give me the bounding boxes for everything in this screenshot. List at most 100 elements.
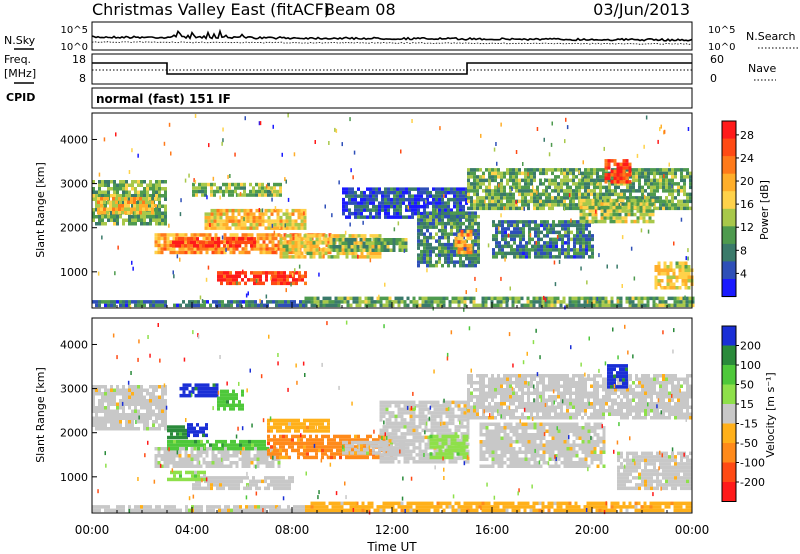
heatmap-cell (630, 219, 634, 224)
heatmap-cell (130, 211, 133, 215)
heatmap-cell (644, 171, 647, 176)
heatmap-cell (465, 218, 468, 222)
heatmap-cell (199, 430, 202, 434)
velocity-heatmap (92, 320, 692, 515)
heatmap-cell (585, 216, 589, 220)
heatmap-cell (683, 185, 686, 190)
heatmap-cell (596, 168, 599, 172)
cpid-label: CPID (6, 91, 35, 104)
heatmap-cell (631, 303, 635, 308)
heatmap-cell (110, 388, 113, 392)
heatmap-cell (423, 187, 426, 191)
heatmap-cell (155, 194, 158, 198)
heatmap-cell (491, 203, 494, 207)
heatmap-cell (215, 443, 218, 447)
heatmap-cell (663, 265, 667, 269)
heatmap-cell (103, 207, 106, 211)
heatmap-cell (403, 303, 407, 308)
heatmap-cell (199, 426, 202, 431)
heatmap-cell (479, 196, 482, 200)
heatmap-cell (477, 221, 480, 226)
heatmap-cell (142, 200, 145, 204)
heatmap-cell (683, 182, 686, 186)
heatmap-cell (625, 166, 629, 170)
heatmap-noise-cell (194, 179, 197, 184)
heatmap-cell (477, 214, 480, 219)
heatmap-cell (510, 220, 513, 224)
heatmap-cell (466, 243, 470, 248)
heatmap-cell (513, 241, 516, 245)
heatmap-cell (264, 212, 268, 216)
heatmap-cell (450, 208, 453, 212)
heatmap-cell (423, 232, 426, 236)
heatmap-cell (167, 439, 170, 444)
heatmap-cell (519, 220, 522, 224)
heatmap-cell (157, 236, 161, 241)
heatmap-cell (684, 275, 688, 279)
heatmap-cell (531, 237, 534, 242)
heatmap-cell (399, 211, 402, 216)
heatmap-cell (588, 244, 591, 249)
heatmap-cell (151, 200, 154, 204)
heatmap-cell (148, 197, 151, 201)
heatmap-cell (541, 303, 545, 308)
heatmap-cell (282, 251, 286, 256)
heatmap-noise-cell (621, 284, 623, 288)
heatmap-cell (360, 251, 364, 256)
heatmap-cell (561, 237, 564, 242)
heatmap-cell (432, 197, 435, 202)
heatmap-cell (533, 196, 536, 200)
heatmap-cell (267, 208, 271, 213)
heatmap-cell (160, 250, 164, 255)
heatmap-cell (512, 192, 515, 197)
heatmap-cell (468, 260, 471, 264)
heatmap-cell (424, 303, 428, 308)
freq-tick-top: 18 (72, 53, 86, 66)
heatmap-cell (537, 251, 540, 256)
heatmap-noise-cell (328, 141, 330, 145)
heatmap-cell (277, 240, 281, 244)
heatmap-cell (205, 426, 208, 431)
heatmap-cell (193, 233, 197, 237)
heatmap-cell (219, 215, 223, 220)
nave-tick-bottom: 0 (710, 72, 717, 85)
heatmap-cell (250, 244, 253, 248)
heatmap-cell (521, 196, 524, 200)
heatmap-cell (513, 234, 516, 238)
heatmap-cell (345, 215, 348, 219)
heatmap-cell (685, 303, 689, 308)
heatmap-cell (345, 255, 349, 259)
heatmap-cell (274, 247, 278, 251)
heatmap-cell (574, 300, 578, 304)
heatmap-cell (637, 300, 641, 304)
heatmap-cell (587, 185, 590, 190)
nave-tick-top: 60 (710, 53, 724, 66)
heatmap-cell (473, 178, 476, 183)
heatmap-cell (212, 446, 215, 451)
heatmap-cell (625, 300, 629, 304)
heatmap-cell (282, 244, 286, 249)
heatmap-cell (228, 186, 231, 190)
heatmap-cell (612, 205, 616, 210)
heatmap-cell (218, 300, 221, 304)
heatmap-cell (119, 215, 122, 219)
heatmap-cell (578, 182, 581, 186)
heatmap-cell (436, 300, 440, 304)
heatmap-cell (348, 190, 351, 195)
heatmap-cell (343, 296, 347, 301)
heatmap-cell (462, 197, 465, 202)
heatmap-cell (372, 244, 376, 249)
heatmap-cell (274, 271, 277, 275)
heatmap-cell (128, 406, 131, 410)
heatmap-cell (350, 245, 354, 249)
heatmap-cell (193, 244, 196, 248)
heatmap-noise-cell (270, 276, 272, 281)
heatmap-cell (136, 204, 139, 208)
heatmap-cell (457, 300, 461, 304)
heatmap-cell (650, 185, 653, 190)
heatmap-cell (495, 223, 498, 228)
heatmap-cell (546, 234, 549, 238)
heatmap-cell (309, 255, 313, 259)
heatmap-cell (564, 255, 567, 259)
heatmap-cell (548, 182, 551, 186)
